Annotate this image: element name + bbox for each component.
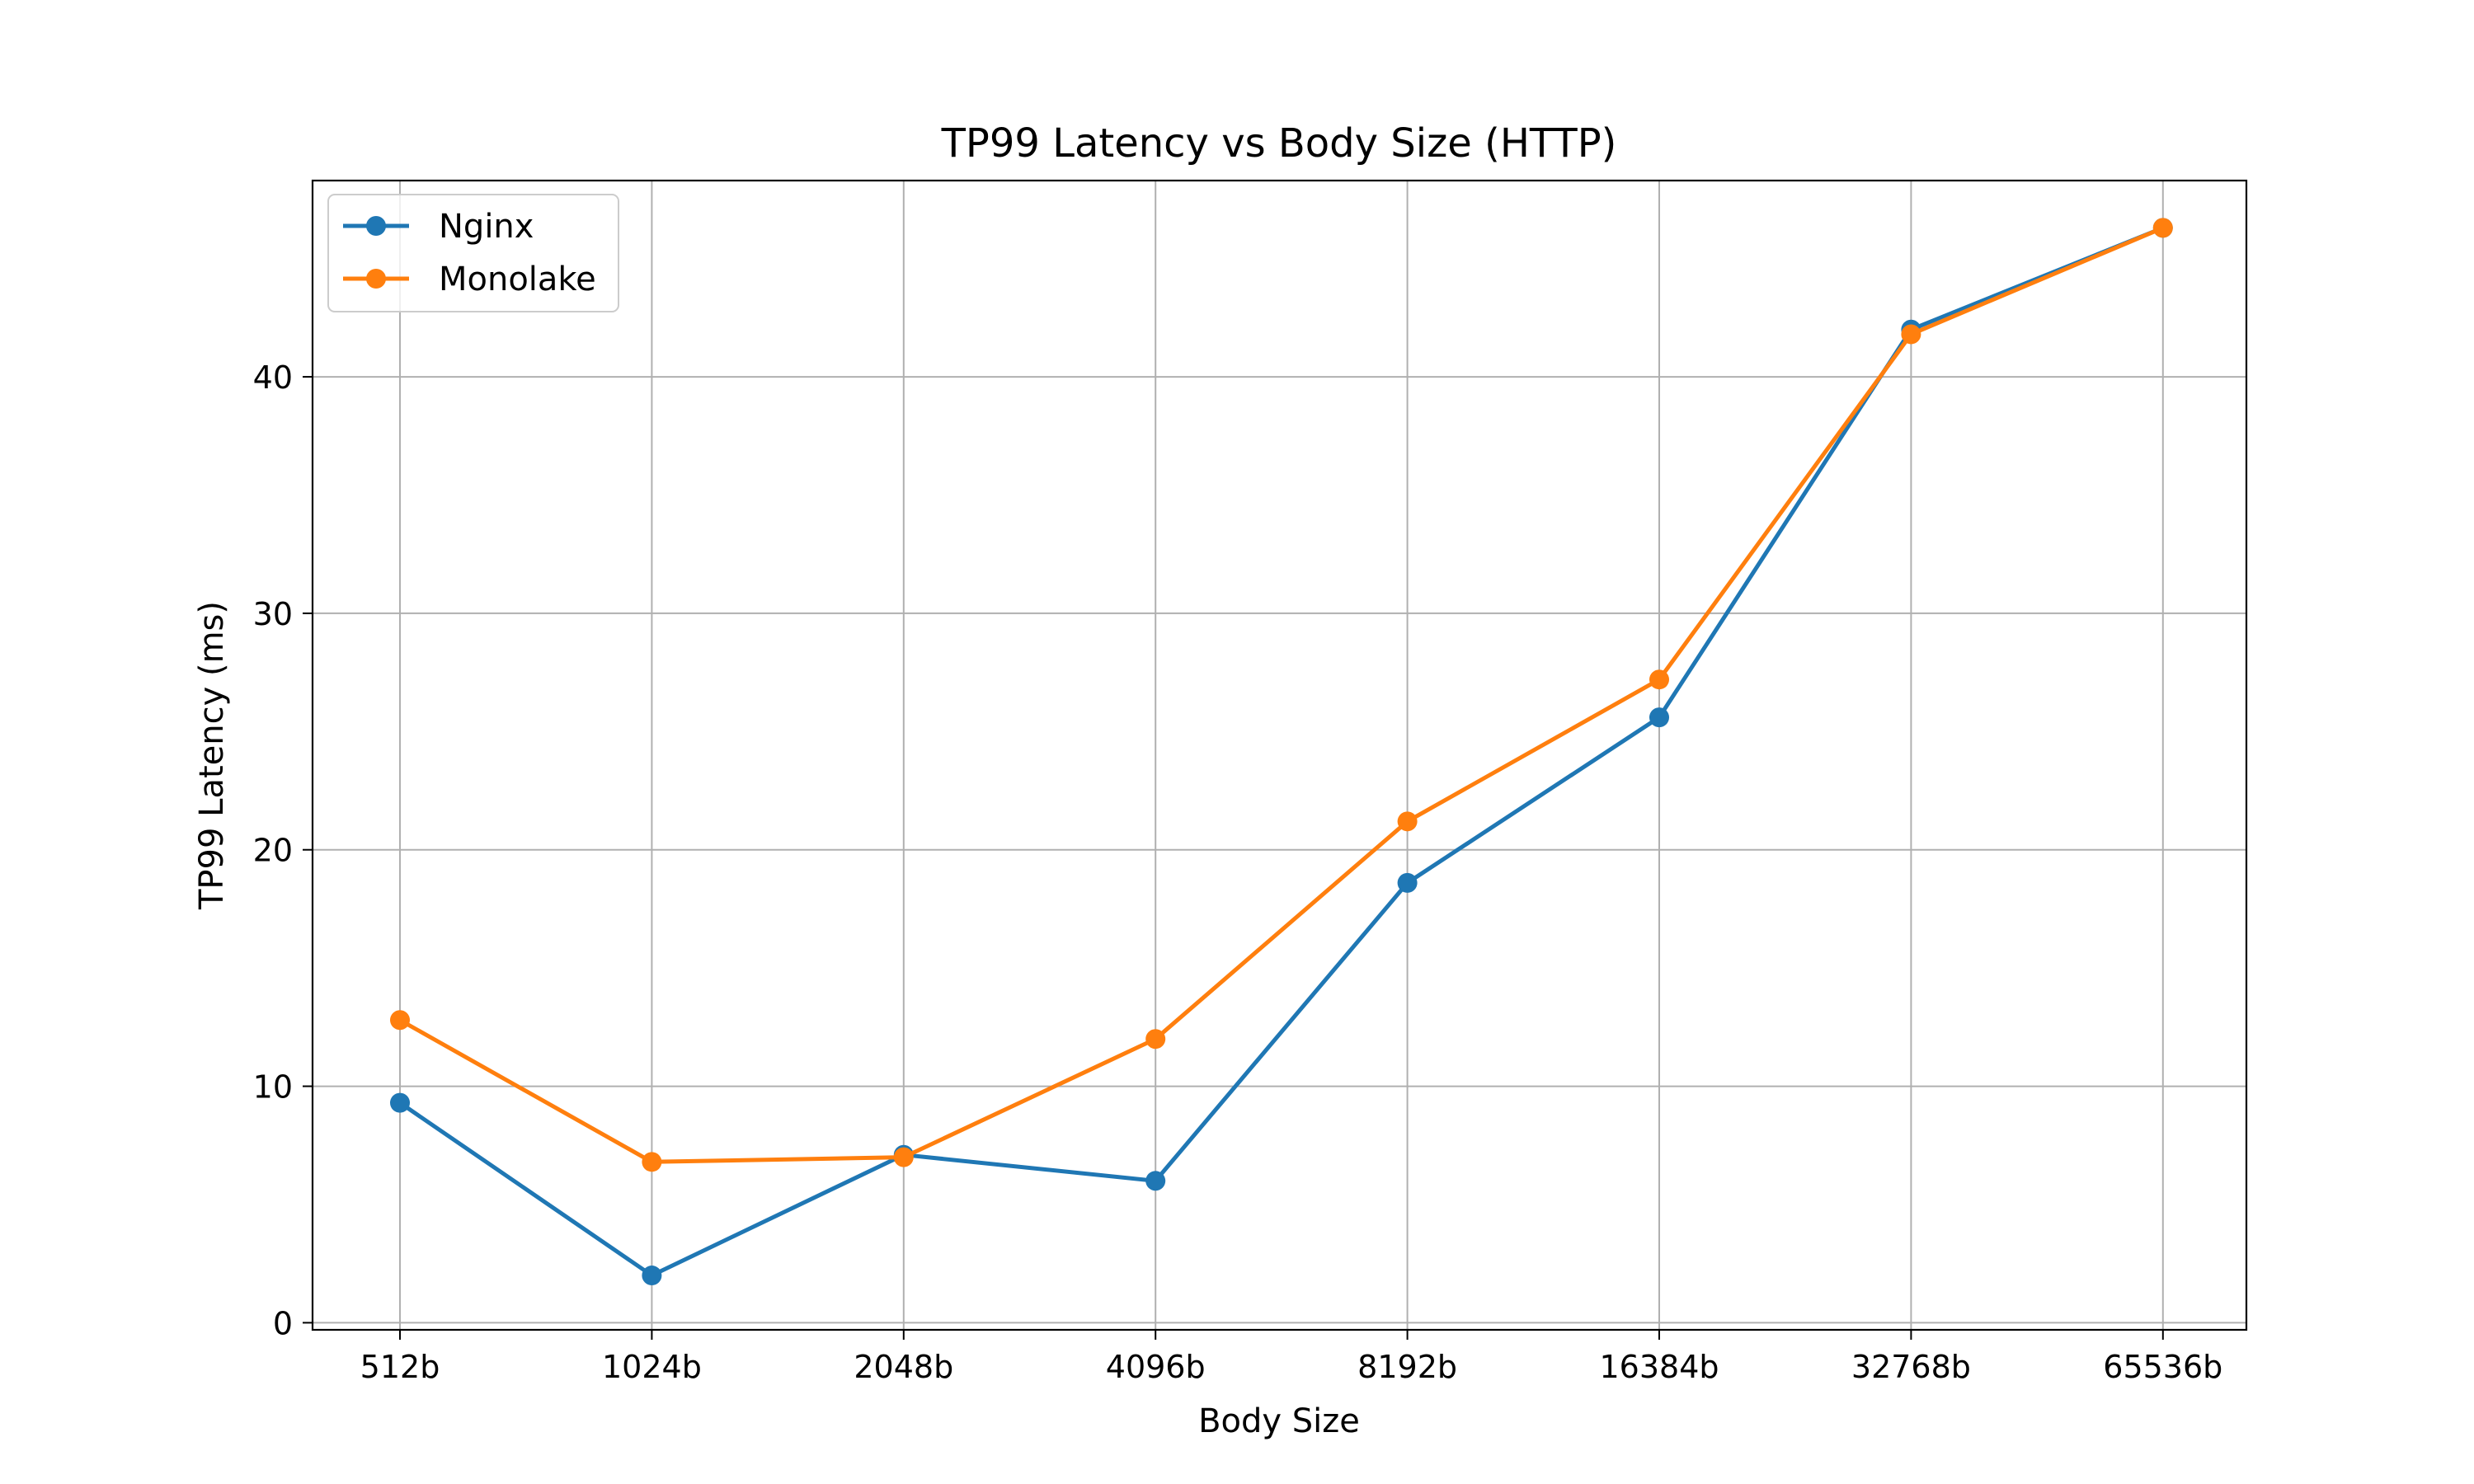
x-tick-label: 8192b — [1357, 1349, 1457, 1385]
series-layer — [390, 218, 2173, 1286]
legend: Nginx Monolake — [327, 194, 619, 312]
data-point-monolake — [642, 1152, 662, 1172]
series-line-monolake — [397, 225, 2166, 1164]
x-tick-label: 16384b — [1599, 1349, 1719, 1385]
plot-frame — [311, 179, 2248, 1331]
data-point-monolake — [1649, 669, 1669, 690]
x-tick-label: 512b — [360, 1349, 440, 1385]
y-tick-label: 0 — [273, 1305, 293, 1341]
x-tick-label: 1024b — [602, 1349, 702, 1385]
x-tick-label: 32768b — [1851, 1349, 1971, 1385]
data-point-nginx — [1145, 1171, 1166, 1191]
legend-marker-nginx — [366, 216, 386, 236]
plot-area — [313, 181, 2246, 1330]
y-axis-label: TP99 Latency (ms) — [193, 601, 231, 910]
data-point-nginx — [390, 1092, 410, 1113]
data-point-monolake — [893, 1147, 914, 1167]
x-tick-label: 4096b — [1106, 1349, 1206, 1385]
data-point-monolake — [2152, 218, 2173, 238]
x-tick-label: 2048b — [854, 1349, 953, 1385]
chart-title: TP99 Latency vs Body Size (HTTP) — [941, 120, 1617, 167]
data-point-monolake — [1397, 811, 1418, 832]
series-monolake — [390, 218, 2173, 1172]
x-axis-label: Body Size — [1198, 1402, 1360, 1440]
data-point-nginx — [1649, 707, 1669, 728]
legend-label-monolake: Monolake — [439, 261, 596, 298]
grid-lines — [313, 181, 2246, 1330]
y-tick-label: 30 — [253, 596, 293, 632]
data-point-nginx — [642, 1266, 662, 1286]
x-tick-label: 65536b — [2103, 1349, 2222, 1385]
y-tick-label: 10 — [253, 1069, 293, 1106]
y-tick-label: 20 — [253, 833, 293, 869]
axis-ticks: 512b 1024b 2048b 4096b 8192b 16384b 32768b 6553… — [253, 359, 2223, 1385]
data-point-monolake — [1901, 324, 1921, 345]
data-point-monolake — [390, 1010, 410, 1031]
y-tick-label: 40 — [253, 359, 293, 396]
data-point-nginx — [1397, 872, 1418, 893]
legend-label-nginx: Nginx — [439, 208, 534, 246]
legend-item-monolake: Monolake — [343, 261, 596, 298]
legend-item-nginx: Nginx — [343, 208, 534, 246]
data-point-monolake — [1145, 1029, 1166, 1050]
legend-marker-monolake — [366, 269, 386, 289]
